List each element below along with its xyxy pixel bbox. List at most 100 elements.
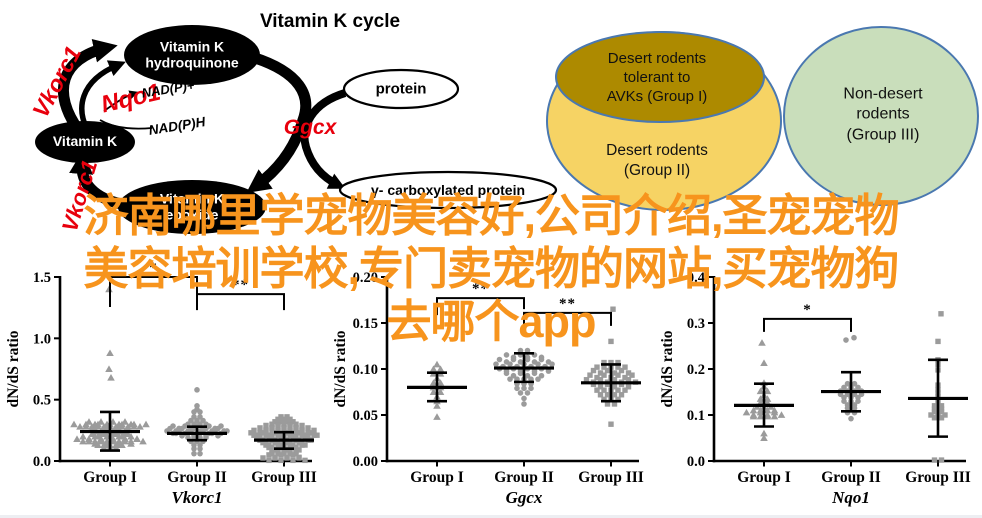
chart-vkorc1: 0.0 0.5 1.0 1.5 dN/dS ratio Group I Group II Gr… [0, 260, 327, 518]
chart-text: 0.5 [33, 393, 51, 409]
data-point [293, 450, 299, 457]
chart-text: Vkorc1 [172, 488, 223, 507]
node-label-hydroquinone: Vitamin K hydroquinone [145, 38, 239, 70]
chart-text: 0.20 [353, 270, 378, 286]
data-point [79, 437, 87, 445]
data-point [601, 396, 607, 403]
data-point [302, 442, 308, 448]
data-point [545, 368, 552, 374]
data-point [756, 408, 765, 416]
data-point [931, 409, 938, 415]
data-point [263, 442, 269, 448]
data-point [938, 415, 945, 421]
data-point [260, 430, 266, 436]
data-point [760, 434, 768, 441]
data-point [248, 430, 254, 436]
chart-text: Group II [167, 469, 227, 486]
data-point [299, 442, 305, 448]
data-point [142, 420, 150, 428]
data-point [70, 420, 78, 428]
data-point [97, 437, 105, 445]
data-point [263, 432, 269, 438]
chart-ggcx: 0.00 0.05 0.10 0.15 0.20 dN/dS ratio Group I Gr… [327, 270, 654, 518]
data-point [938, 457, 945, 463]
chart-text: ** [232, 277, 249, 293]
data-point [615, 372, 621, 378]
chart-text: 0.2 [687, 362, 705, 378]
data-point [269, 430, 275, 436]
data-point [296, 430, 302, 436]
watermark-overlay: 济南哪里学宠物美容好,公司介绍,圣宠宠物 美容培训学校,专门卖宠物的网站,买宠物… [0, 189, 982, 348]
dnds-charts: 0.0 0.5 1.0 1.5 dN/dS ratio Group I Group II Gr… [0, 260, 982, 518]
data-point [257, 425, 263, 431]
chart-text: Group III [578, 469, 644, 486]
data-point [305, 425, 311, 431]
data-point [549, 361, 555, 367]
data-point [76, 423, 84, 430]
data-point [760, 429, 768, 437]
data-point [263, 427, 269, 434]
data-point [514, 385, 520, 392]
data-point [608, 338, 614, 345]
data-point [749, 412, 758, 420]
data-point [290, 452, 296, 458]
data-point [931, 406, 938, 412]
data-point [278, 435, 284, 441]
significance-bracket [109, 276, 198, 307]
data-point [281, 450, 287, 457]
data-point [938, 311, 944, 317]
data-point [290, 435, 296, 441]
chart-nqo1-svg: 0.0 0.1 0.2 0.3 0.4 dN/dS ratio Group I Group I… [659, 270, 971, 507]
data-point [433, 413, 441, 420]
significance-bracket [523, 311, 612, 326]
data-point [284, 439, 290, 446]
data-point [622, 364, 628, 370]
data-point [296, 439, 302, 446]
data-point [278, 452, 284, 458]
data-point [251, 432, 257, 438]
data-point [299, 432, 305, 438]
data-point [601, 387, 607, 393]
data-point [287, 442, 293, 448]
data-point [608, 359, 614, 366]
data-point [514, 376, 520, 382]
node-gamma-protein [338, 170, 558, 210]
data-point [844, 405, 851, 411]
data-point [615, 359, 621, 366]
chart-text: Group I [737, 469, 791, 486]
data-point [521, 385, 527, 392]
data-point [615, 396, 621, 403]
data-point [618, 392, 625, 398]
data-point [272, 419, 278, 425]
venn-group1-ellipse [555, 31, 765, 123]
data-point [931, 457, 938, 463]
chart-text: * [803, 302, 812, 318]
data-point [73, 435, 81, 442]
data-point [305, 430, 311, 436]
data-point [436, 379, 445, 386]
data-point [938, 406, 945, 412]
data-point [594, 364, 600, 370]
data-point [275, 432, 281, 438]
data-point [521, 395, 527, 402]
data-point [191, 450, 197, 457]
data-point [503, 352, 510, 358]
data-point [254, 435, 260, 441]
data-point [841, 398, 847, 404]
data-point [611, 392, 618, 398]
data-point [742, 408, 751, 416]
data-point [257, 430, 263, 436]
data-point [251, 427, 257, 434]
data-point [275, 427, 281, 434]
data-point [127, 432, 135, 440]
data-point [524, 347, 531, 354]
data-point [278, 414, 284, 420]
data-point [507, 361, 513, 367]
data-point [503, 370, 510, 377]
data-point [841, 384, 847, 391]
data-point [604, 367, 611, 374]
data-point [308, 430, 314, 436]
data-point [296, 455, 302, 461]
data-point [935, 338, 941, 345]
chart-vkorc1-svg: 0.0 0.5 1.0 1.5 dN/dS ratio Group I Group II Gr… [5, 260, 320, 507]
